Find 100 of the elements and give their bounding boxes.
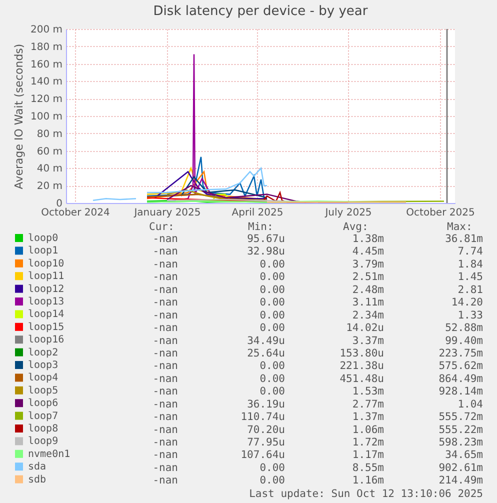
text: -nan — [152, 309, 178, 322]
text: -nan — [152, 258, 178, 270]
text: -nan — [152, 233, 178, 245]
y-tick-label: 40 m — [36, 164, 62, 175]
text: 221.38u — [340, 360, 384, 372]
x-tick-label: July 2025 — [324, 208, 372, 218]
y-tick-label: 20 m — [36, 181, 62, 192]
text: 32.98u — [247, 246, 285, 258]
text: 902.61m — [438, 462, 483, 474]
text: 1.84 — [458, 258, 483, 270]
text: -nan — [152, 284, 178, 296]
text: 3.11m — [352, 296, 384, 309]
x-tick-label: October 2025 — [406, 208, 475, 218]
legend-label: loop12 — [28, 284, 64, 295]
text: 2.77m — [352, 398, 384, 410]
text: 0.00 — [260, 296, 285, 309]
text: 0.00 — [260, 322, 285, 334]
text: 2.81 — [458, 284, 483, 296]
legend-label: loop7 — [28, 410, 58, 422]
text: 1.72m — [352, 436, 384, 449]
legend-label: loop16 — [28, 334, 64, 346]
y-tick-label: 140 m — [30, 76, 62, 88]
text: 3.79m — [352, 258, 384, 270]
text: Cur: — [149, 221, 174, 233]
text: 575.62m — [438, 360, 483, 372]
text: 2.34m — [352, 309, 384, 322]
text: 36.81m — [445, 233, 483, 245]
legend-label: loop0 — [28, 233, 58, 244]
text: 52.88m — [445, 322, 483, 334]
legend-label: sda — [28, 462, 46, 473]
legend-label: sdb — [28, 474, 46, 486]
text: 1.45 — [458, 271, 483, 284]
text: -nan — [152, 398, 178, 410]
legend-label: loop8 — [28, 424, 58, 434]
legend-label: loop9 — [28, 436, 58, 448]
text: 214.49m — [438, 474, 483, 487]
text: Last update: Sun Oct 12 13:10:06 2025 — [249, 488, 483, 500]
text: Max: — [447, 221, 472, 233]
legend-label: loop14 — [28, 309, 64, 320]
text: -nan — [152, 372, 178, 385]
text: 95.67u — [247, 233, 285, 245]
text: 36.19u — [247, 398, 285, 410]
text: 2.48m — [352, 284, 384, 296]
text: -nan — [152, 271, 178, 284]
x-tick-label: January 2025 — [133, 208, 201, 218]
legend-label: loop15 — [28, 322, 64, 333]
text: 14.02u — [346, 322, 384, 334]
text: 555.22m — [438, 424, 483, 436]
text: 1.06m — [352, 424, 384, 436]
text: 0.00 — [260, 309, 285, 322]
legend-label: loop1 — [28, 246, 58, 257]
legend-label: loop5 — [28, 385, 58, 396]
text: 555.72m — [438, 411, 483, 424]
text: 0.00 — [260, 360, 285, 372]
y-tick-label: 60 m — [36, 146, 62, 158]
text: 1.04 — [458, 398, 483, 410]
text: 0.00 — [260, 258, 285, 270]
text: -nan — [152, 436, 178, 449]
legend-label: loop4 — [28, 372, 58, 384]
text: 223.75m — [438, 347, 483, 360]
legend-label: loop6 — [28, 398, 58, 410]
text: 77.95u — [247, 436, 285, 449]
text: 1.33 — [458, 309, 483, 322]
legend-label: loop11 — [28, 271, 64, 282]
text: Min: — [248, 221, 274, 233]
text: 864.49m — [438, 372, 483, 385]
text: -nan — [152, 424, 178, 436]
text: 0.00 — [260, 284, 285, 296]
text: 2.51m — [352, 271, 384, 284]
y-tick-label: 0 — [56, 198, 62, 210]
text: -nan — [152, 449, 178, 462]
text: -nan — [152, 386, 178, 398]
text: 107.64u — [240, 449, 285, 462]
text: 0.00 — [260, 372, 285, 385]
text: 8.55m — [352, 462, 384, 474]
y-tick-label: 160 m — [30, 59, 62, 70]
text: 4.45m — [352, 246, 384, 258]
text: -nan — [152, 360, 178, 372]
text: Avg: — [343, 221, 368, 233]
text: 451.48u — [340, 372, 384, 385]
text: 1.16m — [352, 474, 384, 487]
y-axis-title: Average IO Wait (seconds) — [12, 44, 26, 190]
text: 0.00 — [260, 271, 285, 284]
text: 34.65m — [445, 449, 483, 462]
text: 110.74u — [240, 411, 285, 424]
x-tick-label: April 2025 — [232, 208, 284, 218]
text: 1.17m — [352, 449, 384, 462]
text: 14.20 — [451, 296, 483, 309]
text: 70.20u — [247, 424, 285, 436]
text: -nan — [152, 334, 178, 347]
text: 153.80u — [340, 347, 384, 360]
text: 3.37m — [352, 334, 384, 347]
text: 34.49u — [247, 334, 285, 347]
text: -nan — [152, 347, 178, 360]
legend-label: nvme0n1 — [28, 448, 70, 460]
y-tick-label: 120 m — [30, 94, 62, 106]
text: 0.00 — [260, 386, 285, 398]
legend-label: loop3 — [28, 360, 58, 371]
y-tick-label: 100 m — [30, 112, 62, 122]
text: 25.64u — [247, 347, 285, 360]
